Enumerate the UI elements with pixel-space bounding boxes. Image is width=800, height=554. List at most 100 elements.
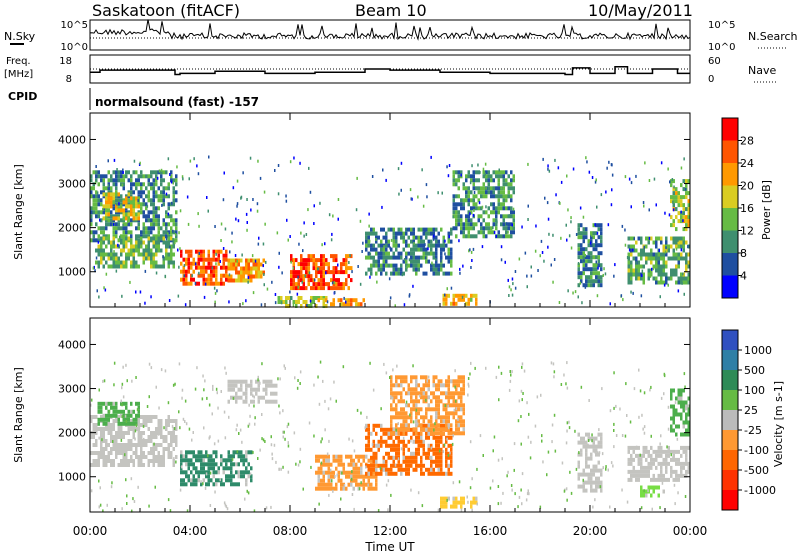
velocity-cell: [640, 465, 643, 470]
velocity-cell: [370, 447, 373, 452]
velocity-cell: [122, 365, 124, 369]
power-cell: [427, 239, 430, 244]
velocity-cell: [245, 470, 248, 475]
velocity-cell: [135, 421, 138, 426]
power-cell: [347, 302, 350, 307]
power-cell: [467, 218, 470, 223]
power-cell: [482, 226, 485, 231]
power-cell: [427, 227, 430, 232]
power-cell: [590, 259, 593, 264]
power-cell: [660, 264, 663, 269]
power-cell: [105, 252, 108, 257]
power-cell: [461, 295, 464, 299]
velocity-cell: [650, 445, 653, 450]
power-cell: [171, 201, 173, 205]
power-cell: [172, 198, 175, 203]
power-cell: [351, 270, 353, 274]
power-cell: [586, 160, 588, 164]
velocity-cell: [317, 486, 320, 491]
power-cell: [170, 218, 173, 223]
velocity-cell: [400, 427, 403, 432]
velocity-cell: [172, 447, 175, 451]
power-cell: [395, 231, 398, 236]
velocity-cell: [192, 454, 195, 459]
velocity-cell: [385, 439, 388, 444]
velocity-cell: [686, 407, 688, 411]
velocity-cell: [457, 415, 460, 420]
velocity-cell: [662, 461, 665, 466]
velocity-cell: [405, 411, 408, 416]
velocity-cell: [357, 482, 360, 487]
velocity-cell: [207, 454, 210, 459]
power-cell: [577, 247, 580, 252]
power-cell: [120, 198, 123, 203]
velocity-cell: [112, 413, 115, 418]
power-cell: [350, 278, 353, 283]
velocity-cell: [95, 463, 98, 467]
velocity-cell: [430, 407, 433, 412]
velocity-cell: [148, 504, 150, 508]
power-cell: [534, 249, 537, 253]
velocity-cell: [261, 362, 263, 366]
velocity-cell: [632, 457, 635, 462]
power-cell: [682, 219, 684, 223]
power-cell: [202, 273, 205, 278]
power-cell: [387, 227, 390, 232]
velocity-cell: [684, 385, 686, 389]
velocity-cell: [299, 447, 302, 451]
velocity-cell: [108, 452, 111, 456]
velocity-cell: [410, 399, 413, 404]
velocity-cell: [642, 465, 645, 470]
power-cell: [300, 270, 303, 275]
velocity-cell: [672, 453, 675, 458]
velocity-cell: [135, 417, 138, 422]
velocity-cell: [590, 484, 593, 489]
power-cell: [165, 222, 168, 227]
velocity-cell: [102, 413, 105, 418]
velocity-cell: [613, 429, 615, 432]
power-cell: [400, 161, 403, 165]
power-cell: [600, 227, 603, 232]
power-cell: [680, 219, 683, 224]
power-cell: [127, 204, 130, 209]
power-cell: [225, 277, 228, 282]
power-cell: [167, 202, 170, 207]
velocity-cell: [460, 419, 463, 424]
velocity-cell: [432, 447, 435, 452]
power-cell: [165, 192, 168, 196]
velocity-cell: [367, 443, 370, 448]
power-cell: [169, 245, 171, 249]
power-cell: [687, 280, 690, 285]
y-tick-label: 2000: [58, 222, 86, 235]
velocity-cell: [402, 415, 405, 420]
power-cell: [155, 264, 158, 269]
velocity-cell: [250, 450, 253, 455]
velocity-cell: [552, 362, 555, 366]
velocity-cell: [235, 383, 238, 388]
power-cell: [125, 196, 128, 201]
velocity-cell: [174, 382, 176, 386]
power-cell: [675, 187, 678, 192]
power-cell: [249, 156, 252, 160]
power-cell: [110, 178, 113, 183]
velocity-cell: [657, 449, 660, 454]
velocity-cell: [577, 460, 580, 465]
power-cell: [377, 259, 380, 264]
velocity-cell: [518, 495, 521, 499]
velocity-cell: [157, 463, 160, 467]
power-cell: [469, 248, 471, 252]
velocity-cell: [340, 497, 342, 501]
velocity-cell: [225, 505, 228, 509]
power-cell: [367, 243, 370, 248]
velocity-cell: [427, 395, 430, 400]
velocity-cell: [489, 486, 492, 490]
power-cell: [590, 231, 593, 236]
power-cell: [167, 194, 170, 199]
velocity-cell: [372, 459, 375, 464]
power-cell: [330, 302, 333, 307]
power-cell: [309, 190, 312, 194]
power-cell: [140, 190, 143, 195]
velocity-cell: [645, 469, 648, 474]
power-cell: [266, 287, 269, 291]
velocity-cell: [321, 437, 323, 441]
